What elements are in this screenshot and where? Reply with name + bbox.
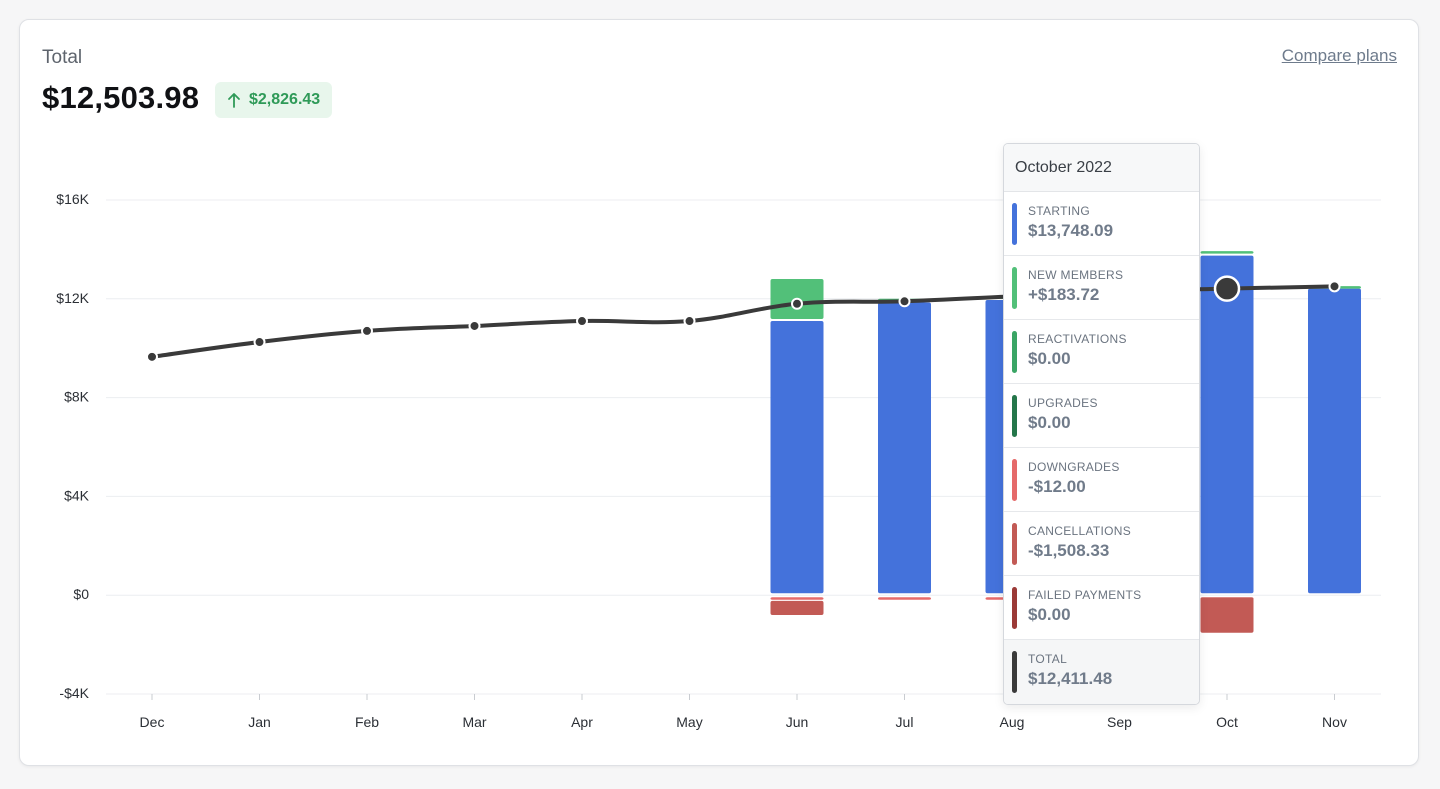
x-tick-label: Jul xyxy=(896,714,914,730)
bar-downgrades xyxy=(770,597,824,600)
delta-value: $2,826.43 xyxy=(249,91,321,108)
bar-new-members xyxy=(1200,251,1254,254)
x-tick-label: Jun xyxy=(786,714,809,730)
total-point xyxy=(468,319,481,332)
tooltip-row-value: $13,748.09 xyxy=(1028,221,1114,240)
tooltip-color-swatch xyxy=(1012,395,1017,437)
tooltip-row-label: DOWNGRADES xyxy=(1028,460,1120,474)
x-tick-label: Jan xyxy=(248,714,271,730)
tooltip-row-value: $0.00 xyxy=(1028,413,1071,432)
bar-starting xyxy=(878,302,931,594)
tooltip-row-value: $12,411.48 xyxy=(1028,669,1113,688)
total-point-highlight xyxy=(1213,275,1241,302)
tooltip-row-label: FAILED PAYMENTS xyxy=(1028,588,1142,602)
tooltip-row-new-members: NEW MEMBERS +$183.72 xyxy=(1004,256,1199,320)
tooltip-row-downgrades: DOWNGRADES -$12.00 xyxy=(1004,448,1199,512)
tooltip-row-label: UPGRADES xyxy=(1028,396,1098,410)
tooltip-row-value: -$1,508.33 xyxy=(1028,541,1110,560)
x-tick-label: Oct xyxy=(1216,714,1238,730)
tooltip-row-value: +$183.72 xyxy=(1028,285,1100,304)
tooltip-row-reactivations: REACTIVATIONS $0.00 xyxy=(1004,320,1199,384)
y-tick-label: $16K xyxy=(56,191,89,207)
y-tick-label: $4K xyxy=(64,487,90,503)
delta-badge: $2,826.43 xyxy=(215,82,333,118)
chart-tooltip: October 2022 STARTING $13,748.09 NEW MEMBE… xyxy=(1003,143,1200,705)
y-tick-label: -$4K xyxy=(59,685,89,701)
x-tick-label: Feb xyxy=(355,714,379,730)
tooltip-row-value: -$12.00 xyxy=(1028,477,1086,496)
y-tick-label: $8K xyxy=(64,389,90,405)
x-tick-label: Mar xyxy=(462,714,486,730)
total-point xyxy=(576,315,588,328)
y-tick-label: $12K xyxy=(56,290,89,306)
x-tick-label: May xyxy=(676,714,702,730)
tooltip-row-label: TOTAL xyxy=(1028,652,1068,666)
bar-starting xyxy=(770,321,824,594)
tooltip-color-swatch xyxy=(1012,203,1017,245)
x-tick-label: Dec xyxy=(140,714,165,730)
bar-downgrades xyxy=(878,597,931,600)
bar-cancellations xyxy=(1200,597,1254,633)
bar-starting xyxy=(1200,255,1254,594)
tooltip-row-value: $0.00 xyxy=(1028,605,1071,624)
tooltip-color-swatch xyxy=(1012,267,1017,309)
bar-cancellations xyxy=(770,600,824,615)
total-point xyxy=(791,297,803,310)
x-tick-label: Nov xyxy=(1322,714,1347,730)
total-point xyxy=(1328,280,1341,293)
tooltip-row-starting: STARTING $13,748.09 xyxy=(1004,192,1199,256)
total-point xyxy=(898,295,911,308)
tooltip-row-value: $0.00 xyxy=(1028,349,1071,368)
compare-plans-link[interactable]: Compare plans xyxy=(1281,46,1397,65)
x-tick-label: Aug xyxy=(1000,714,1025,730)
y-tick-label: $0 xyxy=(73,586,89,602)
tooltip-row-label: NEW MEMBERS xyxy=(1028,268,1124,282)
tooltip-row-cancellations: CANCELLATIONS -$1,508.33 xyxy=(1004,512,1199,576)
x-tick-label: Apr xyxy=(571,714,593,730)
tooltip-row-label: REACTIVATIONS xyxy=(1028,332,1127,346)
tooltip-row-total: TOTAL $12,411.48 xyxy=(1004,640,1199,704)
tooltip-color-swatch xyxy=(1012,331,1017,373)
total-value: $12,503.98 xyxy=(42,80,200,115)
total-point xyxy=(683,315,696,328)
tooltip-row-label: STARTING xyxy=(1028,204,1090,218)
tooltip-row-failed-payments: FAILED PAYMENTS $0.00 xyxy=(1004,576,1199,640)
tooltip-row-upgrades: UPGRADES $0.00 xyxy=(1004,384,1199,448)
total-point xyxy=(253,336,266,349)
total-label: Total xyxy=(42,47,83,68)
total-point xyxy=(361,324,373,337)
tooltip-row-label: CANCELLATIONS xyxy=(1028,524,1132,538)
total-point xyxy=(146,350,158,363)
tooltip-color-swatch xyxy=(1012,587,1017,629)
tooltip-color-swatch xyxy=(1012,523,1017,565)
tooltip-color-swatch xyxy=(1012,459,1017,501)
bar-starting xyxy=(1308,288,1361,594)
x-tick-label: Sep xyxy=(1107,714,1132,730)
arrow-up-icon xyxy=(227,92,241,108)
tooltip-title: October 2022 xyxy=(1004,144,1199,192)
tooltip-color-swatch xyxy=(1012,651,1017,693)
